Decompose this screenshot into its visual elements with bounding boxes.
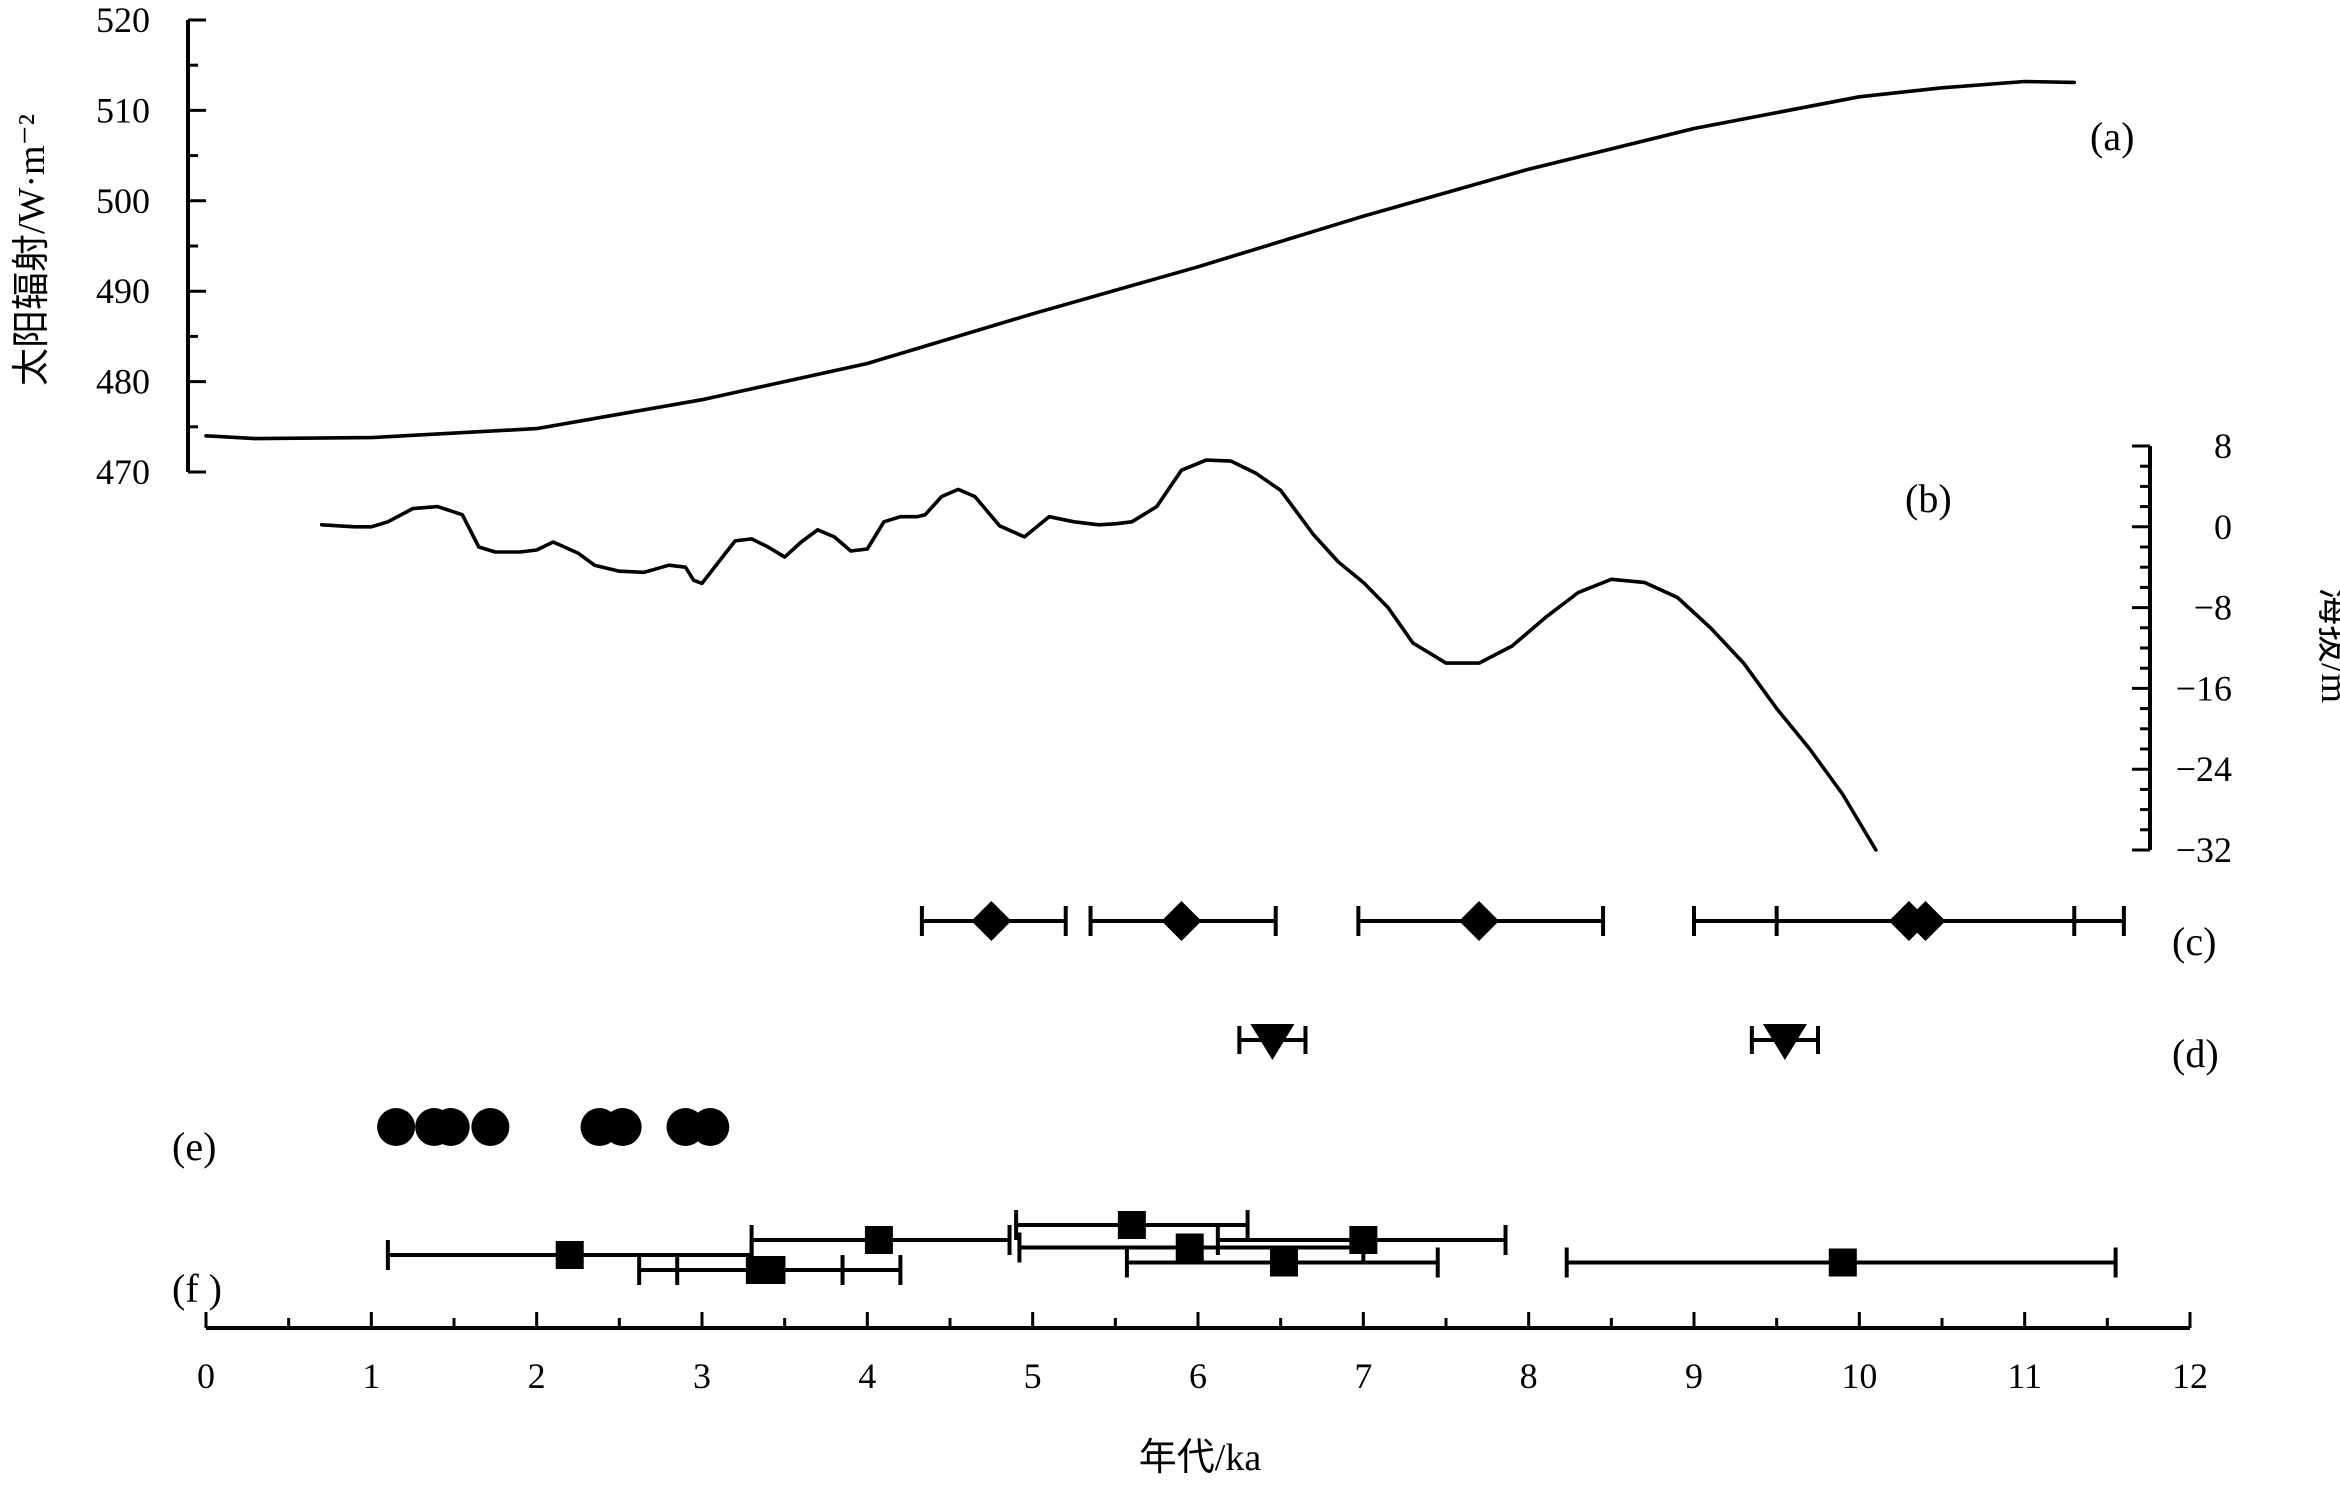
x-tick-label: 5 [1024, 1356, 1042, 1396]
diamond-point [1905, 901, 1946, 941]
radiation-tick-label: 520 [96, 0, 150, 40]
triangle-point [1762, 1024, 1807, 1060]
panel-label-a: (a) [2090, 114, 2134, 159]
sea-level-curve [319, 458, 1878, 852]
diamond-point [1459, 901, 1500, 941]
series-f [385, 1210, 2118, 1285]
sea-level-tick-label: −24 [2176, 749, 2232, 789]
x-tick-label: 12 [2172, 1356, 2208, 1396]
sea-level-axis-title: 海拔/m [2313, 587, 2340, 703]
radiation-tick-label: 510 [96, 90, 150, 130]
panel-label-b: (b) [1905, 476, 1952, 521]
radiation-tick-label: 490 [96, 271, 150, 311]
x-tick-label: 2 [528, 1356, 546, 1396]
triangle-point [1250, 1024, 1295, 1060]
square-point [1349, 1226, 1378, 1254]
circle-point [431, 1108, 470, 1146]
x-tick-label: 3 [693, 1356, 711, 1396]
radiation-axis-title: 太阳辐射/W·m⁻² [11, 114, 53, 386]
panel-label-f: (f ) [172, 1266, 222, 1311]
radiation-tick-label: 480 [96, 362, 150, 402]
series-a [204, 79, 2077, 441]
sea-level-tick-label: 8 [2214, 426, 2232, 466]
diamond-point [1161, 901, 1202, 941]
circle-point [377, 1108, 416, 1146]
sea-level-tick-label: −8 [2194, 588, 2232, 628]
circle-point [603, 1108, 642, 1146]
square-point [1269, 1248, 1298, 1277]
square-point [1117, 1211, 1146, 1239]
circle-point [471, 1108, 510, 1146]
time-axis-title: 年代/ka [1139, 1437, 1262, 1479]
series-c [919, 901, 2126, 941]
x-tick-label: 4 [858, 1356, 876, 1396]
square-point [864, 1226, 893, 1254]
series-d [1237, 1024, 1820, 1060]
square-point [555, 1241, 584, 1269]
square-point [757, 1256, 786, 1284]
series-b [319, 458, 1878, 852]
circle-point [691, 1108, 730, 1146]
x-tick-label: 1 [362, 1356, 380, 1396]
sea-level-tick-label: −16 [2176, 668, 2232, 708]
sea-level-tick-label: 0 [2214, 507, 2232, 547]
x-tick-label: 9 [1685, 1356, 1703, 1396]
x-tick-label: 10 [1841, 1356, 1877, 1396]
panel-label-d: (d) [2172, 1031, 2219, 1076]
x-tick-label: 11 [2007, 1356, 2042, 1396]
x-tick-label: 6 [1189, 1356, 1207, 1396]
radiation-tick-label: 470 [96, 452, 150, 492]
sea-level-tick-label: −32 [2176, 830, 2232, 870]
x-tick-label: 7 [1354, 1356, 1372, 1396]
diamond-point [971, 901, 1012, 941]
time-axis: 0 1 2 3 4 5 6 7 8 9 10 11 12 年代/ka [197, 1312, 2208, 1479]
series-e [377, 1108, 730, 1146]
x-tick-label: 8 [1520, 1356, 1538, 1396]
x-tick-label: 0 [197, 1356, 215, 1396]
radiation-axis: 470 480 490 500 510 520 太阳辐射/W·m⁻² [11, 0, 206, 492]
square-point [1828, 1248, 1857, 1277]
sea-level-axis: 8 0 −8 −16 −24 −32 海拔/m [2132, 426, 2340, 870]
radiation-tick-label: 500 [96, 181, 150, 221]
panel-label-e: (e) [172, 1124, 216, 1169]
radiation-curve [204, 79, 2077, 441]
square-point [1175, 1233, 1204, 1262]
panel-label-c: (c) [2172, 919, 2216, 964]
